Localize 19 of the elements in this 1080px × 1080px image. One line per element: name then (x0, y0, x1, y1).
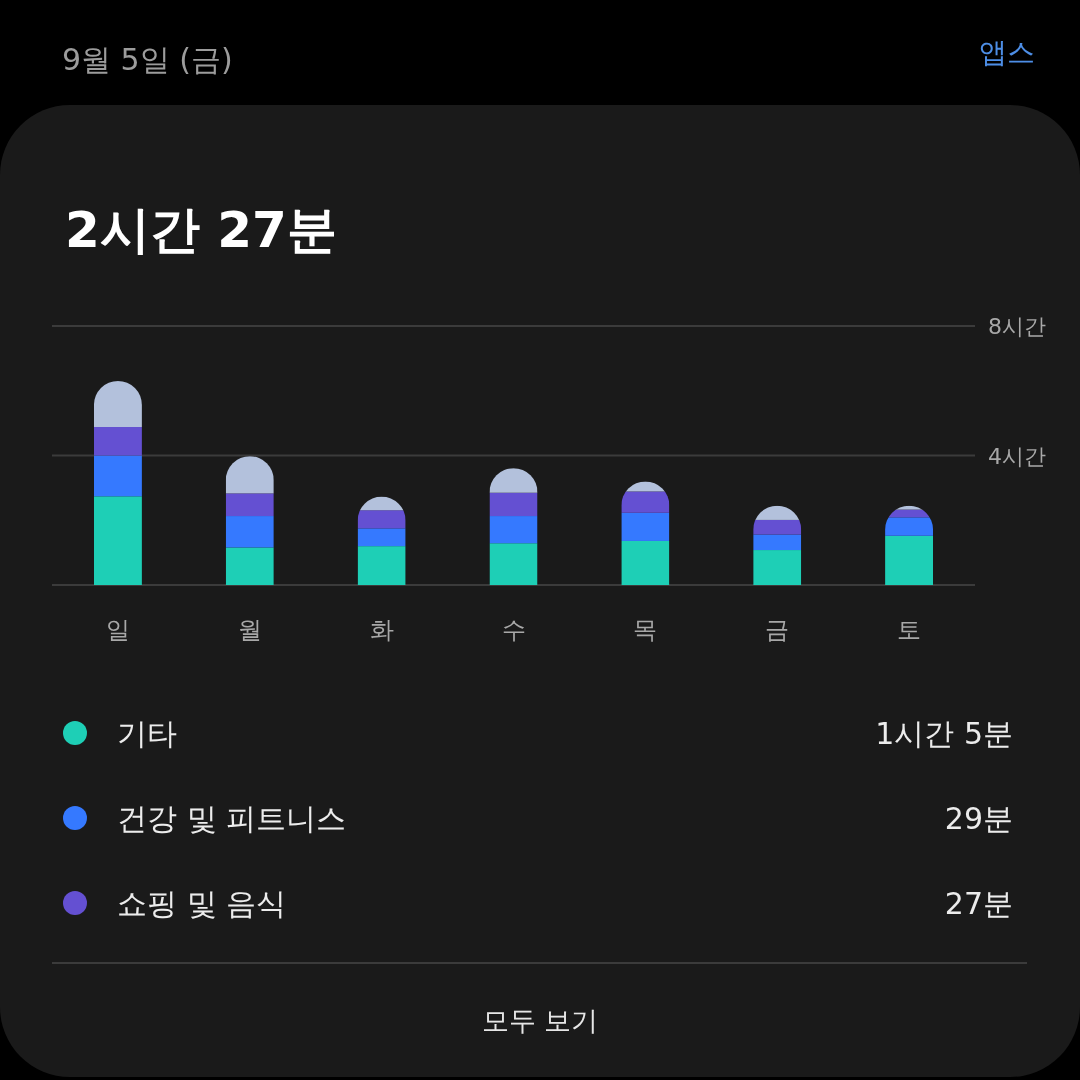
xtick: 토 (897, 616, 922, 644)
annotation: 29분 (944, 801, 1013, 836)
annotation: 앱스 (979, 36, 1035, 69)
annotation: 모두 보기 (481, 1005, 599, 1036)
ytick: 8시간 (988, 314, 1046, 339)
annotation: 1시간 5분 (875, 716, 1013, 751)
legend-label: 쇼핑 및 음식 (117, 886, 287, 921)
xtick: 목 (633, 616, 658, 644)
subtitle: 9월 5일 (금) (62, 42, 233, 77)
xtick: 수 (501, 616, 526, 644)
annotation: 27분 (944, 886, 1013, 921)
xtick: 금 (765, 616, 790, 644)
xtick: 일 (105, 616, 130, 644)
legend-label: 건강 및 피트니스 (117, 801, 347, 836)
xtick: 화 (369, 616, 394, 644)
xtick: 월 (237, 616, 262, 644)
ytick: 4시간 (988, 443, 1046, 469)
title: 2시간 27분 (65, 201, 337, 259)
legend-label: 기타 (117, 716, 177, 751)
